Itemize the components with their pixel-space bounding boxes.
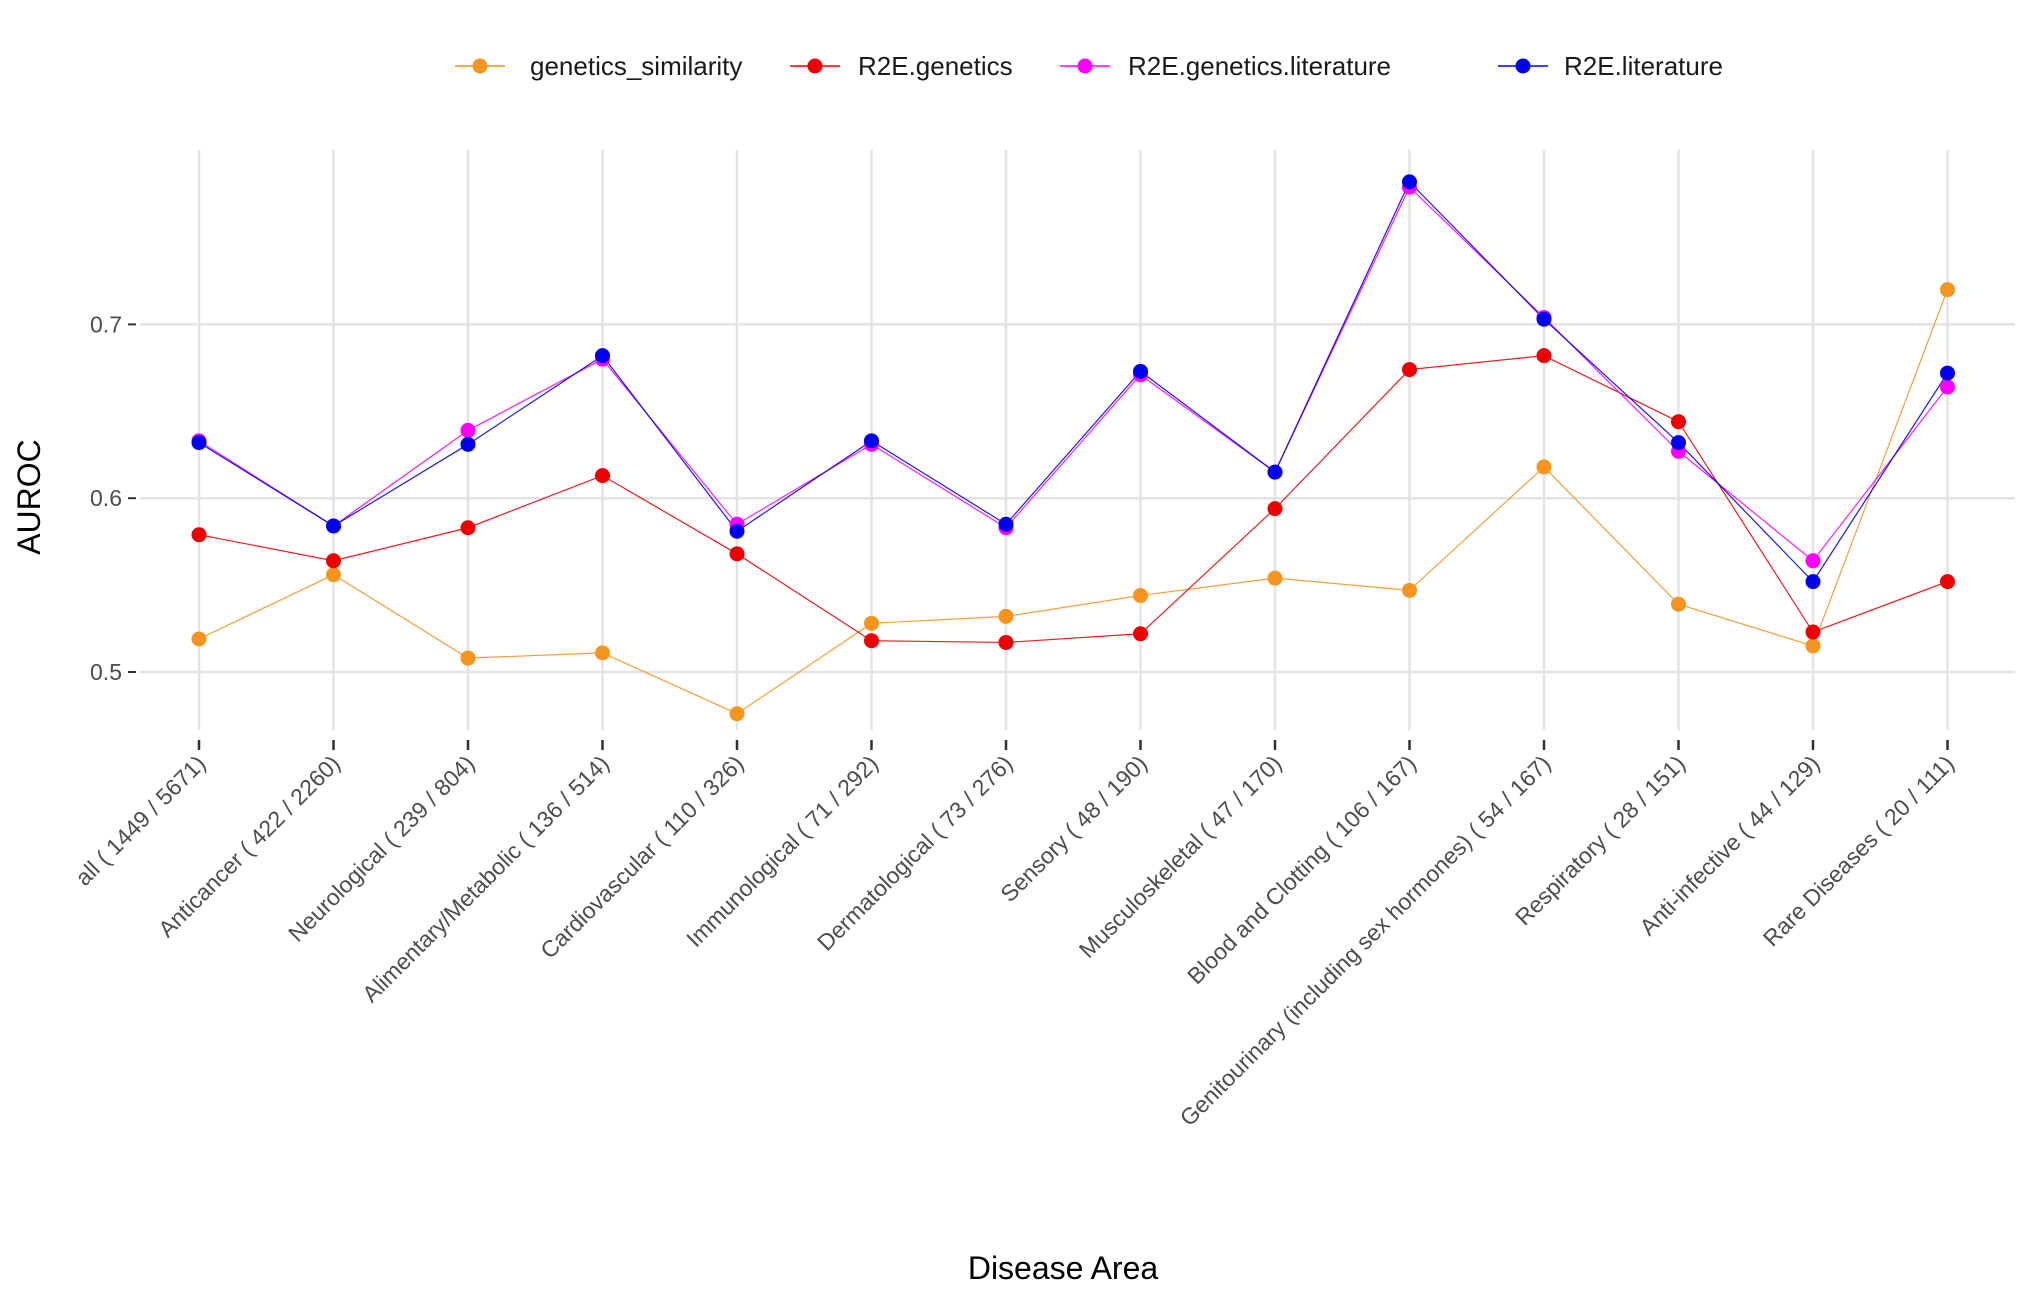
- x-tick-label: Blood and Clotting ( 106 / 167): [1182, 750, 1421, 989]
- data-point: [326, 518, 341, 534]
- data-point: [1671, 435, 1686, 451]
- data-point: [1267, 464, 1283, 480]
- data-point: [1536, 348, 1552, 364]
- data-point: [1402, 174, 1417, 190]
- series-line: [198, 180, 1949, 583]
- data-point: [191, 631, 207, 647]
- legend: genetics_similarity R2E.genetics R2E.genet…: [455, 51, 1723, 81]
- y-axis-title: AUROC: [11, 439, 47, 555]
- legend-label: genetics_similarity: [530, 51, 742, 81]
- data-point: [729, 706, 745, 722]
- data-point: [191, 435, 207, 451]
- grid: [140, 150, 2015, 730]
- data-point: [595, 468, 610, 484]
- data-point: [191, 527, 207, 543]
- data-point: [998, 608, 1014, 624]
- legend-key-point: [807, 58, 823, 74]
- y-tick-label: 0.6: [90, 485, 122, 511]
- legend-key-point: [1515, 58, 1531, 74]
- x-tick-label: Sensory ( 48 / 190): [995, 750, 1152, 907]
- series-line: [198, 186, 1948, 562]
- data-point: [460, 422, 476, 438]
- data-point: [1940, 574, 1955, 590]
- y-axis: 0.5 0.6 0.7: [90, 311, 136, 685]
- data-point: [1805, 638, 1821, 654]
- y-tick-label: 0.7: [90, 311, 122, 337]
- data-point: [460, 650, 476, 666]
- data-point: [864, 433, 879, 449]
- x-tick-label: all ( 1449 / 5671): [70, 750, 210, 890]
- data-point: [460, 436, 476, 452]
- series-line: [198, 355, 1948, 644]
- data-point: [1536, 459, 1552, 475]
- data-point: [1133, 588, 1148, 604]
- data-point: [1805, 574, 1821, 590]
- legend-label: R2E.genetics: [858, 51, 1013, 81]
- data-point: [1671, 414, 1686, 430]
- data-point: [1133, 363, 1148, 379]
- series-line: [198, 289, 1949, 715]
- legend-key-point: [1077, 58, 1093, 74]
- legend-key-point: [472, 58, 488, 74]
- data-point: [1133, 626, 1148, 642]
- data-point: [1805, 553, 1821, 569]
- data-point: [864, 633, 879, 649]
- data-point: [595, 348, 610, 364]
- data-point: [1940, 379, 1955, 395]
- data-point: [1402, 582, 1417, 598]
- data-point: [864, 615, 879, 631]
- x-axis: all ( 1449 / 5671)Anticancer ( 422 / 226…: [70, 740, 1959, 1131]
- y-tick-label: 0.5: [90, 659, 122, 685]
- legend-label: R2E.literature: [1564, 51, 1723, 81]
- data-point: [1267, 501, 1283, 517]
- data-point: [998, 634, 1014, 650]
- data-point: [1402, 362, 1417, 378]
- data-point: [460, 520, 476, 536]
- data-point: [998, 516, 1014, 532]
- data-point: [1940, 282, 1955, 298]
- data-point: [595, 645, 610, 661]
- x-tick-label: Alimentary/Metabolic ( 136 / 514): [357, 750, 614, 1007]
- data-point: [326, 553, 341, 569]
- legend-label: R2E.genetics.literature: [1128, 51, 1391, 81]
- x-axis-title: Disease Area: [968, 1250, 1159, 1286]
- data-point: [1267, 570, 1283, 586]
- data-point: [729, 546, 745, 562]
- data-point: [1805, 624, 1821, 640]
- data-point: [1940, 365, 1955, 381]
- data-point: [1536, 311, 1552, 327]
- data-point: [326, 567, 341, 583]
- data-point: [1671, 596, 1686, 612]
- data-point: [729, 523, 745, 539]
- series-layer: [191, 174, 1955, 722]
